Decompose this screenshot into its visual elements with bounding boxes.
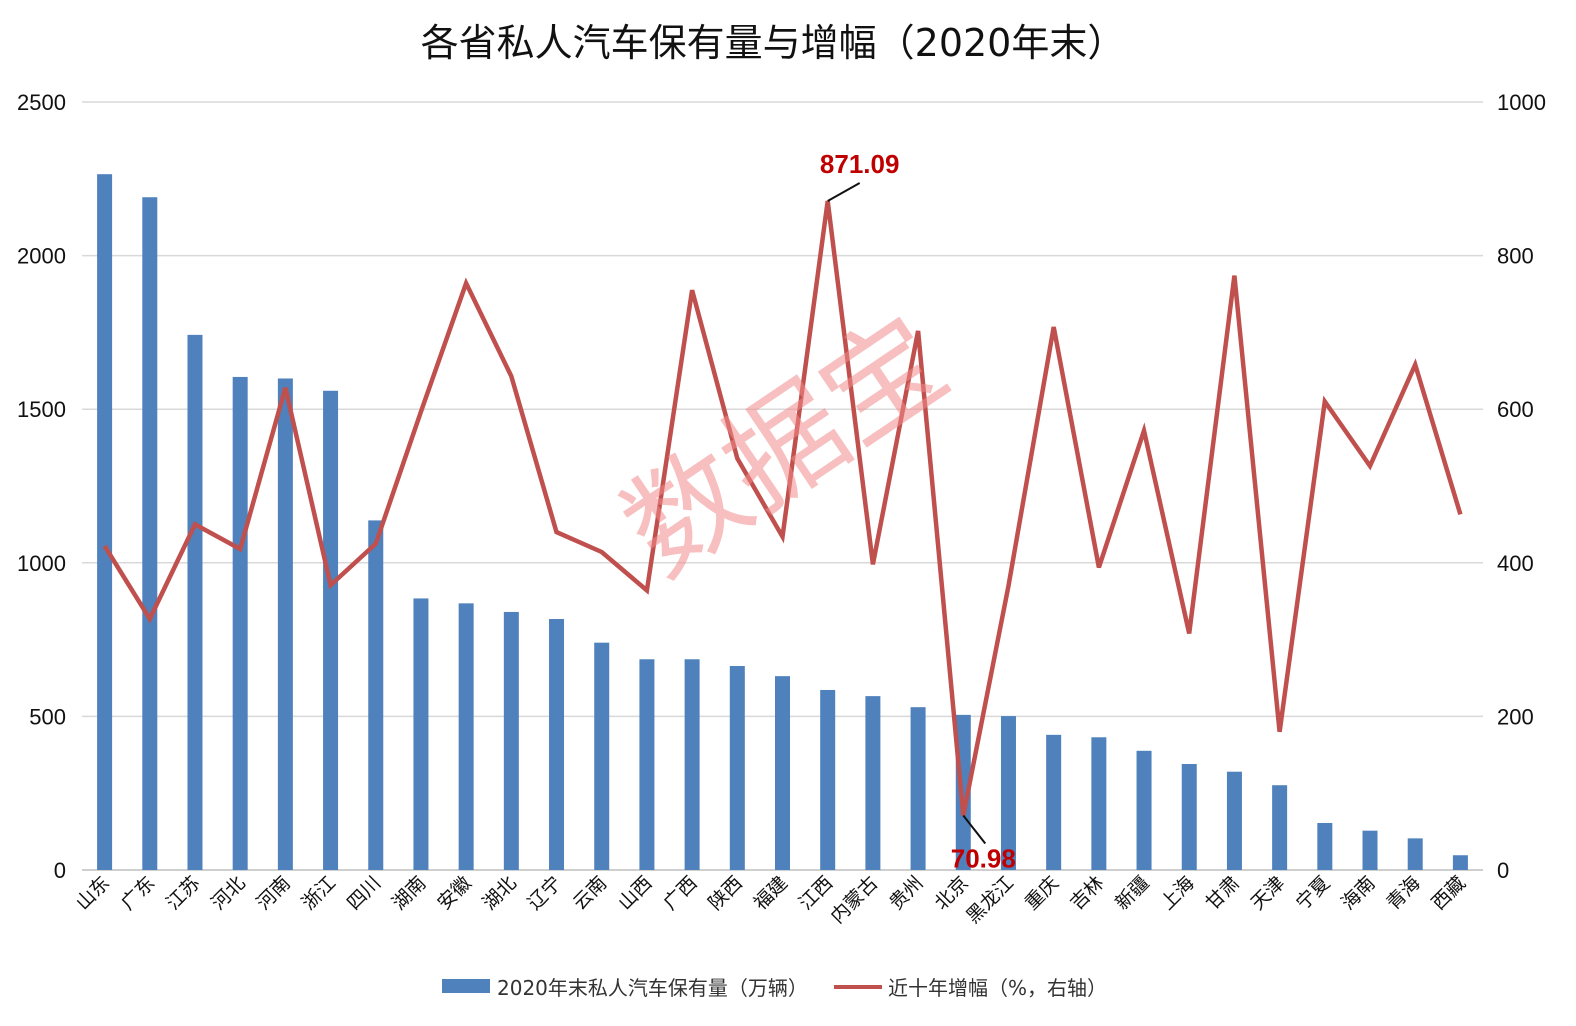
category-label: 吉林 [1066,872,1108,914]
right-tick-label: 1000 [1497,90,1546,115]
bar [277,378,293,870]
category-label: 云南 [569,872,611,914]
bar [594,642,610,870]
category-label: 甘肃 [1202,872,1244,914]
category-label: 上海 [1156,872,1198,914]
bar [1226,771,1242,870]
annotation-leader [827,182,861,202]
category-axis: 山东 广东 江苏 河北 河南 浙江 四川 湖南 安徽 湖北 辽宁 云南 山西 广西 陕西 福建 江西内蒙古 贵州北… [72,872,1470,928]
right-tick-label: 400 [1497,551,1534,576]
category-label: 重庆 [1021,872,1063,914]
bar [1317,822,1333,870]
right-tick-label: 600 [1497,397,1534,422]
category-label: 安徽 [433,872,475,914]
left-tick-label: 2000 [17,244,66,269]
category-label: 陕西 [704,872,746,914]
bar [1136,750,1152,870]
annotation-label: 871.09 [820,149,900,179]
legend: 2020年末私人汽车保有量（万辆） 近十年增幅（%，右轴） [442,976,1107,1000]
category-label: 山西 [614,872,656,914]
right-tick-label: 200 [1497,704,1534,729]
category-label: 山东 [72,872,114,914]
category-label: 黑龙江 [962,872,1018,928]
bar [775,676,790,870]
bar [1362,830,1378,870]
right-axis: 0 200 400 600 800 1000 [1497,90,1546,883]
bar [187,334,203,870]
bar [1181,764,1197,870]
annotation-leader [962,814,987,845]
legend-label-line: 近十年增幅（%，右轴） [888,976,1107,1000]
left-axis: 0 500 1000 1500 2000 2500 [17,90,66,883]
bar [97,174,113,870]
category-label: 广西 [659,872,701,914]
category-label: 广东 [117,872,159,914]
category-label: 海南 [1337,872,1379,914]
watermark: 数据宝 [600,290,971,602]
category-label: 内蒙古 [827,872,883,928]
annotation-label: 70.98 [951,843,1016,873]
bar [1407,838,1423,870]
legend-swatch-bar [442,979,490,993]
category-label: 宁夏 [1292,872,1334,914]
category-label: 河北 [207,872,249,914]
chart-title: 各省私人汽车保有量与增幅（2020年末） [421,21,1126,65]
category-label: 天津 [1247,872,1289,914]
category-label: 辽宁 [524,872,566,914]
bar [1091,737,1107,870]
category-label: 浙江 [298,872,340,914]
category-label: 新疆 [1111,872,1153,914]
bar [820,689,836,870]
bar [1272,785,1288,870]
category-label: 湖南 [388,872,430,914]
bar [323,390,339,870]
left-tick-label: 1000 [17,551,66,576]
bar [639,659,655,870]
line-series [102,200,1463,816]
category-label: 贵州 [885,872,927,914]
bar [549,619,565,870]
right-tick-label: 0 [1497,858,1509,883]
category-label: 湖北 [478,872,520,914]
bar [1452,855,1468,870]
legend-label-bar: 2020年末私人汽车保有量（万辆） [497,976,808,1000]
bar [232,376,248,870]
annotations: 871.09 70.98 [820,149,1016,873]
category-label: 河南 [252,872,294,914]
bar [368,520,384,870]
left-tick-label: 2500 [17,90,66,115]
bar [865,696,881,870]
category-label: 青海 [1382,872,1424,914]
category-label: 四川 [343,872,385,914]
bar [910,707,926,870]
left-tick-label: 0 [54,858,66,883]
left-tick-label: 500 [29,704,66,729]
bar [413,598,429,870]
bar [1046,734,1062,870]
growth-line [102,200,1463,816]
bar [1000,716,1016,870]
bar [503,611,519,870]
gridlines [82,101,1483,871]
bar [684,659,700,870]
category-label: 江苏 [162,872,204,914]
category-label: 福建 [750,872,792,914]
bar [458,603,474,870]
bar [142,197,158,870]
bar [729,666,745,870]
left-tick-label: 1500 [17,397,66,422]
category-label: 西藏 [1428,872,1470,914]
right-tick-label: 800 [1497,244,1534,269]
